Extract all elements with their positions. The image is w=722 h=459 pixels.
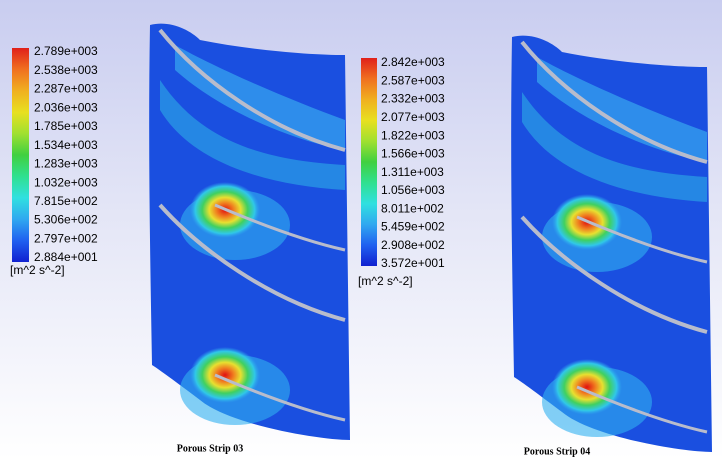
legend-label: 5.306e+002 (34, 213, 98, 227)
legend-label: 1.311e+003 (381, 165, 444, 179)
legend-label: 7.815e+002 (34, 194, 98, 208)
legend-label: 2.287e+003 (34, 82, 98, 96)
legend-label: 5.459e+002 (381, 220, 445, 234)
legend-label: 2.077e+003 (381, 110, 445, 124)
legend-label: 2.842e+003 (381, 55, 445, 69)
color-bar (361, 58, 377, 266)
contour-plot (511, 36, 712, 452)
legend-label: 2.538e+003 (34, 63, 98, 77)
legend-unit: [m^2 s^-2] (358, 274, 413, 288)
legend-label: 2.587e+003 (381, 73, 445, 87)
legend-label: 1.822e+003 (381, 128, 445, 142)
caption: Porous Strip 04 (524, 446, 591, 457)
legend-label: 2.332e+003 (381, 92, 445, 106)
caption: Porous Strip 03 (177, 443, 244, 454)
legend-label: 2.036e+003 (34, 100, 98, 114)
legend-label: 1.283e+003 (34, 157, 98, 171)
legend-label: 1.566e+003 (381, 147, 445, 161)
legend-label: 2.884e+001 (34, 250, 98, 264)
color-bar (12, 48, 29, 262)
legend-label: 1.785e+003 (34, 119, 98, 133)
legend-label: 1.056e+003 (381, 183, 445, 197)
figure: Porous Strip 03 Porous Strip 04 2.789e+0… (0, 0, 722, 459)
legend-label: 2.789e+003 (34, 44, 98, 58)
legend-label: 1.032e+003 (34, 175, 98, 189)
legend-label: 1.534e+003 (34, 138, 98, 152)
contour-plot (149, 24, 350, 440)
legend-unit: [m^2 s^-2] (10, 263, 65, 277)
contour-figure: Porous Strip 03 Porous Strip 04 2.789e+0… (0, 0, 722, 459)
legend-label: 2.908e+002 (381, 238, 445, 252)
legend-label: 2.797e+002 (34, 231, 98, 245)
legend-label: 3.572e+001 (381, 256, 445, 270)
legend-label: 8.011e+002 (381, 201, 444, 215)
